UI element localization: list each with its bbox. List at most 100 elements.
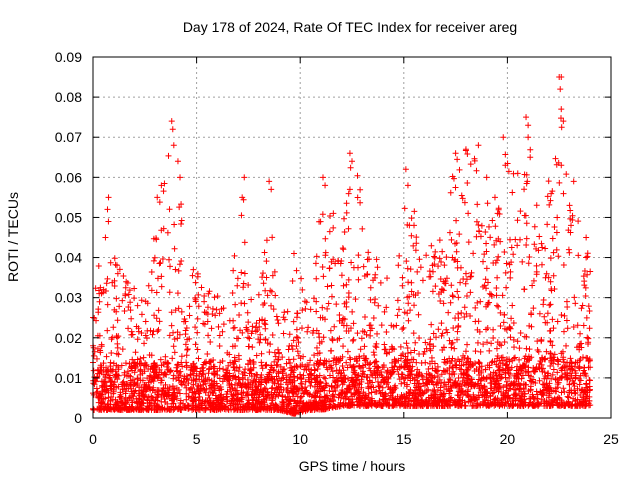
data-point xyxy=(413,359,420,366)
data-point xyxy=(250,360,257,367)
data-point xyxy=(165,366,172,373)
data-point xyxy=(395,306,402,313)
data-point xyxy=(276,389,283,396)
data-point xyxy=(108,350,115,357)
data-point xyxy=(507,274,514,281)
data-point xyxy=(258,350,265,357)
data-point xyxy=(290,250,297,257)
data-point xyxy=(349,158,355,165)
data-point xyxy=(104,404,111,411)
x-tick-label: 0 xyxy=(89,431,97,447)
data-point xyxy=(307,382,314,389)
data-point xyxy=(276,383,283,390)
data-point xyxy=(214,293,221,300)
data-point xyxy=(374,264,381,271)
data-point xyxy=(275,370,282,377)
data-point xyxy=(358,335,365,342)
data-point xyxy=(464,367,471,374)
data-point xyxy=(548,190,555,197)
data-point xyxy=(475,358,482,365)
data-point xyxy=(346,186,353,193)
data-point xyxy=(200,379,207,386)
data-point xyxy=(571,383,578,390)
data-point xyxy=(430,343,437,350)
data-point xyxy=(238,390,245,397)
data-point xyxy=(413,371,420,378)
data-point xyxy=(317,378,324,385)
data-point xyxy=(183,352,190,359)
data-point xyxy=(169,355,176,362)
data-point xyxy=(281,309,288,316)
data-point xyxy=(90,352,97,359)
data-point xyxy=(202,406,209,413)
data-point xyxy=(156,260,163,267)
data-point xyxy=(497,309,504,316)
data-point xyxy=(490,260,497,267)
data-point xyxy=(183,324,190,331)
data-point xyxy=(434,363,441,370)
data-point xyxy=(243,324,250,331)
data-point xyxy=(269,272,276,279)
data-point xyxy=(523,381,530,388)
data-point xyxy=(565,246,572,253)
data-point xyxy=(181,316,188,323)
data-point xyxy=(137,355,144,362)
data-point xyxy=(422,398,429,405)
data-point xyxy=(480,341,487,348)
data-point xyxy=(340,315,347,322)
data-point xyxy=(464,151,471,158)
data-point xyxy=(484,339,491,346)
data-point xyxy=(500,134,507,141)
data-point xyxy=(502,151,509,158)
data-point xyxy=(334,383,341,390)
data-point xyxy=(579,401,586,408)
data-point xyxy=(330,224,337,231)
data-point xyxy=(162,353,169,360)
data-point xyxy=(319,304,326,311)
data-point xyxy=(416,335,423,342)
data-point xyxy=(545,370,552,377)
data-point xyxy=(533,388,540,395)
data-point xyxy=(455,294,462,301)
data-point xyxy=(374,330,381,337)
data-point xyxy=(148,406,155,413)
data-point xyxy=(321,393,328,400)
data-point xyxy=(246,335,253,342)
data-point xyxy=(312,376,319,383)
data-point xyxy=(406,293,413,300)
data-point xyxy=(503,284,510,291)
data-point xyxy=(340,282,347,289)
data-point xyxy=(455,356,462,363)
data-point xyxy=(151,312,158,319)
data-point xyxy=(178,258,185,265)
data-point xyxy=(343,359,350,366)
data-point xyxy=(399,371,406,378)
data-point xyxy=(207,388,214,395)
data-point xyxy=(404,310,411,317)
data-point xyxy=(392,359,399,366)
data-point xyxy=(527,154,534,161)
data-point xyxy=(121,372,128,379)
data-point xyxy=(410,291,417,298)
data-point xyxy=(132,349,139,356)
data-point xyxy=(484,200,491,207)
data-point xyxy=(245,281,252,288)
data-point xyxy=(119,400,126,407)
data-point xyxy=(225,362,232,369)
data-point xyxy=(376,387,383,394)
data-point xyxy=(107,259,114,266)
data-point xyxy=(410,389,417,396)
data-point xyxy=(394,312,401,319)
data-point xyxy=(495,380,502,387)
data-point xyxy=(301,366,308,373)
data-point xyxy=(534,402,541,409)
data-point xyxy=(104,327,111,334)
data-point xyxy=(411,302,418,309)
data-point xyxy=(253,376,260,383)
data-point xyxy=(472,381,479,388)
data-point xyxy=(478,222,485,229)
data-point xyxy=(364,401,371,408)
data-point xyxy=(547,278,554,285)
data-point xyxy=(178,378,185,385)
data-point xyxy=(148,287,155,294)
